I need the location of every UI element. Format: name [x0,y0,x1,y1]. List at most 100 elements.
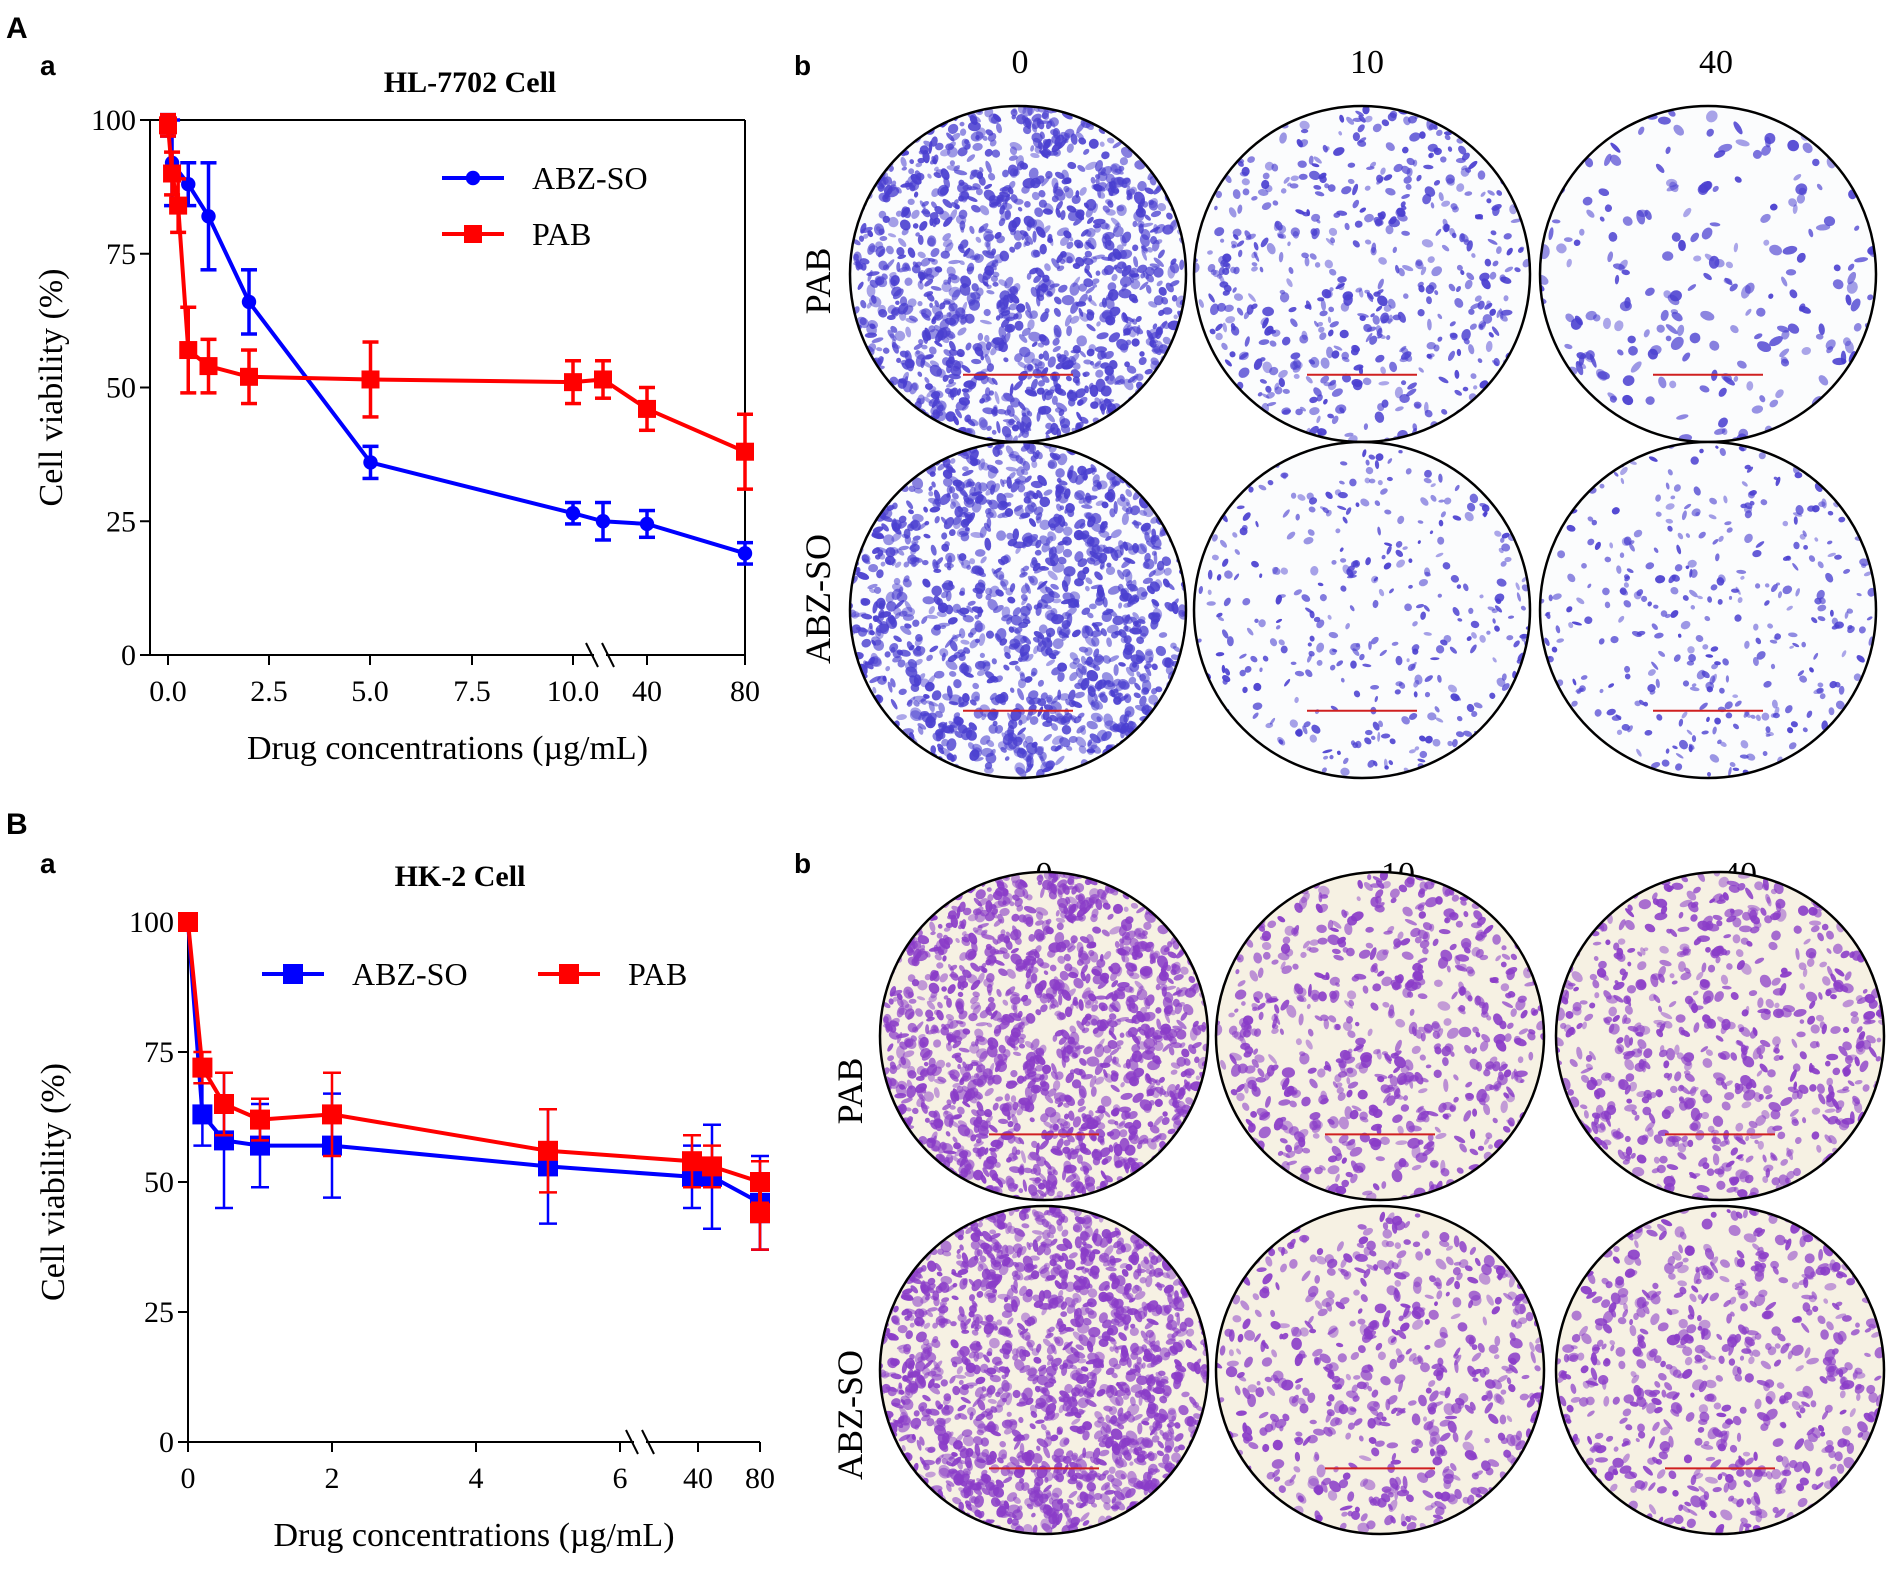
cell [1052,182,1059,194]
cell [868,563,879,573]
cell [1112,141,1123,149]
cell [1729,762,1736,767]
cell [1131,297,1139,304]
cell [1142,468,1155,481]
cell [1215,190,1223,199]
cell [1456,348,1462,357]
row-label-a-pab: PAB [798,247,838,315]
cell [1352,132,1361,142]
cell [1017,678,1027,689]
cell [1369,478,1376,484]
cell [1223,142,1233,155]
cell [1077,678,1088,687]
cell [1093,223,1102,229]
cell [1288,306,1297,313]
cell [876,132,885,139]
cell [1102,597,1108,608]
cell [1116,338,1129,351]
cell [911,209,920,219]
cell [1139,695,1147,707]
cell [1419,131,1426,139]
cell [1296,139,1303,148]
cell [1609,395,1617,403]
cell [1578,727,1584,734]
cell [1254,618,1259,623]
cell [1181,656,1186,665]
cell [1420,266,1427,276]
y-tick-label: 100 [91,104,136,137]
cell [1547,416,1556,424]
cell [1091,278,1100,285]
cell [883,398,891,409]
cell [1606,708,1616,716]
cell [861,638,872,648]
cell [959,260,965,266]
cell [1145,266,1155,276]
cell [918,338,924,345]
cell [1329,754,1334,760]
cell [997,558,1006,566]
cell [1176,759,1184,771]
cell [1335,528,1341,534]
cell [1206,601,1216,606]
data-point-pab [564,373,582,392]
cell [1501,673,1507,681]
cell [1333,147,1345,156]
cell [1061,725,1072,735]
cell [910,519,921,531]
cell [1071,194,1081,205]
cell [943,216,953,227]
cell [1436,129,1443,137]
cell [1095,178,1100,185]
cell [889,333,897,342]
cell [1043,704,1053,711]
cell [1207,589,1212,595]
cell [1847,626,1855,634]
cell [1386,335,1391,340]
cell [855,626,869,633]
data-point-pab [361,370,380,389]
cell [990,339,1001,349]
cell [1835,700,1845,710]
cell [1050,422,1059,436]
cell [858,759,868,767]
cell [935,710,943,718]
cell [1037,380,1045,387]
cell [1084,268,1093,279]
cell [884,555,896,566]
cell [1362,377,1372,386]
cell [1147,128,1153,139]
cell [1288,267,1294,274]
cell [1060,210,1066,221]
cell [1387,458,1393,464]
cell [917,754,923,760]
cell [1153,267,1164,278]
cell [1131,521,1142,526]
cell [1118,629,1127,638]
cell [894,464,902,472]
cell [856,571,870,580]
cell [1166,374,1173,381]
y-tick-label: 25 [106,505,136,538]
cell [853,253,859,261]
cell [1622,216,1633,226]
cell [1550,523,1558,529]
cell [1242,188,1250,196]
cell [1090,401,1099,409]
cell [1166,388,1177,397]
cell [1443,131,1452,136]
cell [1512,390,1519,399]
cell [1318,326,1325,333]
cell [1147,765,1157,776]
cell [920,210,931,215]
cell [1817,616,1826,622]
cell [855,183,862,192]
cell [1857,128,1865,138]
cell [1765,733,1771,737]
cell [1503,233,1512,240]
cell [1253,241,1259,251]
cell [969,449,979,461]
cell [1216,388,1225,397]
cell [1136,543,1148,555]
cell [1079,187,1087,196]
